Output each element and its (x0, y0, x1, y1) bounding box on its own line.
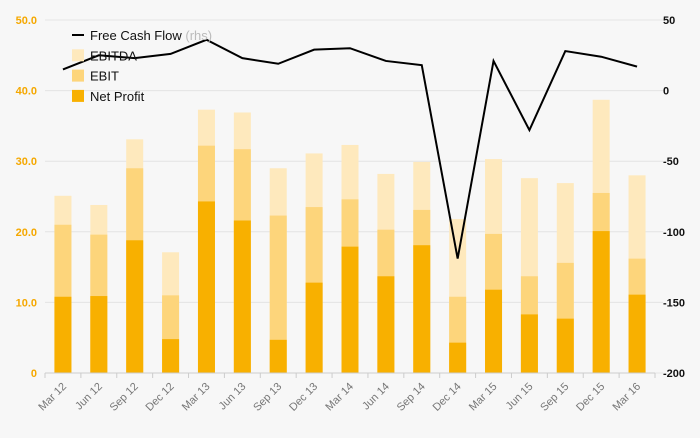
x-axis-tick-label: Mar 14 (323, 381, 356, 414)
x-axis-tick-label: Mar 12 (36, 381, 69, 414)
x-axis-tick-label: Mar 13 (180, 381, 213, 414)
x-axis-tick-label: Dec 15 (574, 381, 607, 414)
legend-swatch (72, 69, 84, 82)
x-axis-tick-label: Mar 16 (610, 381, 643, 414)
bar-net-profit (305, 282, 323, 373)
bar-net-profit (556, 318, 574, 373)
bar-net-profit (485, 289, 503, 373)
right-axis-tick-label: 50 (663, 15, 675, 27)
bar-ebit (269, 215, 287, 373)
x-axis-tick-label: Sep 13 (251, 381, 284, 414)
right-axis-tick-label: -200 (663, 368, 685, 380)
right-axis-tick-label: -100 (663, 227, 685, 239)
legend-label: Net Profit (90, 89, 145, 104)
right-axis-tick-label: -50 (663, 156, 679, 168)
legend-swatch (72, 49, 84, 62)
left-axis-tick-label: 30.0 (16, 156, 37, 168)
legend-label: EBIT (90, 69, 119, 84)
x-axis-tick-label: Jun 13 (217, 381, 249, 413)
x-axis-tick-label: Jun 15 (504, 381, 536, 413)
x-axis-tick-label: Mar 15 (467, 381, 500, 414)
bar-net-profit (197, 201, 215, 373)
left-axis-tick-label: 10.0 (16, 297, 37, 309)
left-axis-tick-label: 50.0 (16, 15, 37, 27)
bar-net-profit (592, 231, 610, 373)
legend: Free Cash Flow (rhs) EBITDA EBIT Net Profit (72, 28, 212, 104)
bar-net-profit (54, 296, 72, 373)
legend-label: EBITDA (90, 48, 137, 63)
bar-net-profit (126, 240, 144, 373)
bar-net-profit (449, 342, 467, 373)
bar-net-profit (90, 296, 108, 373)
line-series (62, 38, 638, 259)
left-axis-tick-label: 40.0 (16, 86, 37, 98)
legend-swatch (72, 89, 84, 102)
right-axis-tick-label: -150 (663, 297, 685, 309)
left-axis-tick-label: 20.0 (16, 227, 37, 239)
legend-label: Free Cash Flow (rhs) (90, 28, 212, 43)
x-axis-tick-label: Sep 14 (395, 381, 428, 414)
x-axis-tick-label: Sep 12 (108, 381, 141, 414)
x-axis-tick-label: Dec 13 (287, 381, 320, 414)
bar-net-profit (162, 339, 180, 373)
bar-net-profit (377, 276, 395, 373)
bar-net-profit (413, 245, 431, 373)
bar-net-profit (269, 339, 287, 373)
x-axis-tick-label: Jun 14 (360, 381, 392, 413)
bar-net-profit (341, 246, 359, 373)
left-axis-tick-label: 0 (31, 368, 37, 380)
right-axis-tick-label: 0 (663, 86, 669, 98)
x-axis-tick-label: Sep 15 (538, 381, 571, 414)
x-axis-tick-label: Dec 14 (431, 381, 464, 414)
bar-net-profit (520, 314, 538, 373)
bar-net-profit (233, 220, 251, 373)
x-axis-tick-label: Dec 12 (144, 381, 177, 414)
bar-net-profit (628, 294, 646, 373)
bar-series (54, 99, 646, 374)
line-free-cash-flow (62, 38, 638, 259)
x-axis-tick-label: Jun 12 (73, 381, 105, 413)
